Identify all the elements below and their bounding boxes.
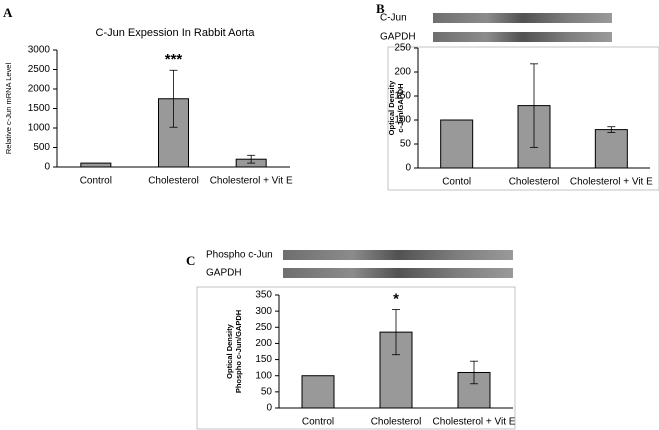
bar [80, 162, 112, 168]
y-axis-label: Phospho c-Jun/GAPDH [234, 310, 243, 393]
y-tick-label: 100 [394, 115, 411, 126]
y-axis-label: Optical Density [225, 323, 234, 378]
blot-label: Phospho c-Jun [206, 250, 273, 261]
x-tick-label: Cholesterol + Vit E [570, 177, 653, 188]
bar [440, 119, 474, 169]
y-tick-label: 1000 [28, 123, 51, 134]
y-tick-label: 2500 [28, 64, 51, 75]
x-tick-label: Control [80, 176, 112, 187]
panel-label: C [186, 253, 195, 268]
y-axis-label: c-Jun/GAPDH [396, 83, 405, 132]
x-tick-label: Cholesterol + Vit E [433, 417, 516, 428]
y-tick-label: 50 [261, 386, 273, 397]
chart-frame [387, 46, 659, 191]
x-tick-label: Cholesterol [509, 177, 560, 188]
bar [301, 375, 335, 409]
y-tick-label: 2000 [28, 84, 51, 95]
bar [594, 129, 628, 169]
x-tick-label: Control [302, 417, 334, 428]
x-tick-label: Cholesterol + Vit E [210, 176, 293, 187]
blot-label: C-Jun [380, 13, 407, 24]
y-tick-label: 200 [394, 67, 411, 78]
y-tick-label: 150 [255, 354, 272, 365]
x-tick-label: Contol [442, 177, 471, 188]
y-tick-label: 100 [255, 370, 272, 381]
y-axis-label: Optical Density [387, 80, 396, 135]
y-tick-label: 0 [266, 403, 272, 414]
y-tick-label: 250 [255, 322, 272, 333]
y-tick-label: 50 [400, 139, 412, 150]
blot-band [433, 32, 612, 42]
blot-band [283, 268, 513, 278]
significance-mark: *** [165, 51, 183, 68]
y-tick-label: 150 [394, 91, 411, 102]
y-tick-label: 1500 [28, 103, 51, 114]
y-tick-label: 200 [255, 338, 272, 349]
y-tick-label: 300 [255, 306, 272, 317]
y-axis-label: Relative c-Jun mRNA Level [4, 63, 13, 155]
chart-title: C-Jun Expession In Rabbit Aorta [96, 27, 256, 39]
blot-band [283, 250, 513, 260]
y-tick-label: 250 [394, 43, 411, 54]
panel-label: A [3, 5, 13, 20]
chart-frame [196, 286, 516, 430]
x-tick-label: Cholesterol [148, 176, 199, 187]
y-tick-label: 500 [33, 142, 50, 153]
x-tick-label: Cholesterol [371, 417, 422, 428]
significance-mark: * [393, 290, 399, 307]
panel-label: B [376, 1, 385, 16]
y-tick-label: 0 [405, 163, 411, 174]
y-tick-label: 350 [255, 290, 272, 301]
y-tick-label: 0 [44, 162, 50, 173]
blot-label: GAPDH [206, 268, 242, 279]
blot-label: GAPDH [380, 32, 416, 43]
y-tick-label: 3000 [28, 45, 51, 56]
blot-band [433, 13, 612, 23]
